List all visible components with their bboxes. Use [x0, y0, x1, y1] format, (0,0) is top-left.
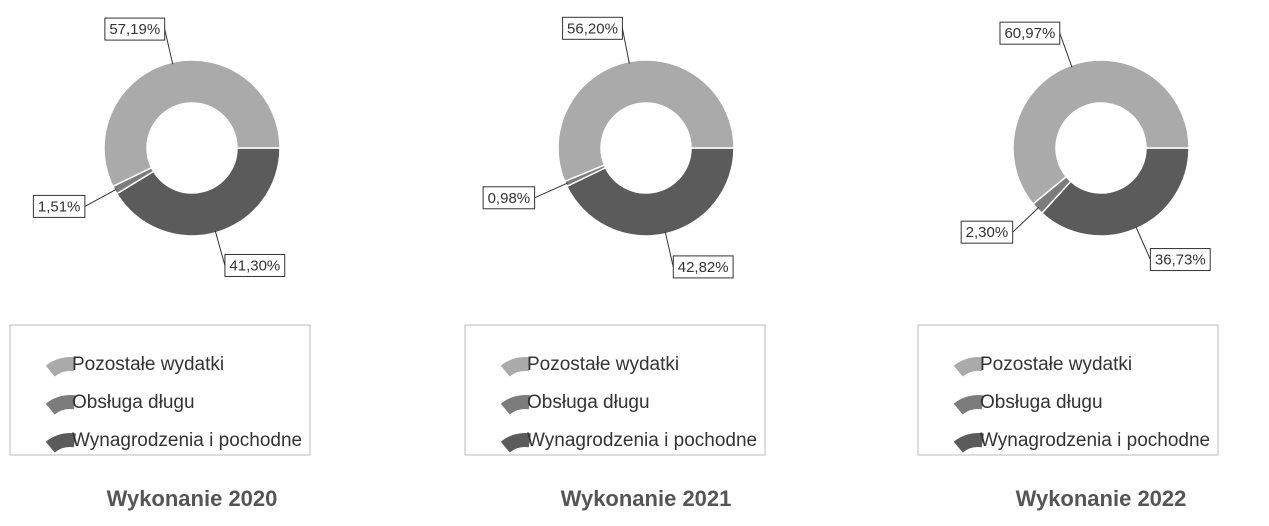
- donut-slice: [565, 147, 735, 237]
- label-box: [224, 253, 286, 277]
- value-label: 36,73%: [1155, 252, 1206, 269]
- donut-chart: 42,82% 0,98% 56,20% Pozostałe wydatki Obsług…: [464, 16, 766, 511]
- legend-box: [9, 324, 311, 456]
- leader-line: [214, 230, 226, 266]
- donut-slice: [115, 147, 281, 237]
- leader-line: [84, 188, 117, 207]
- leader-line: [664, 231, 674, 268]
- legend-icon: [45, 433, 76, 453]
- legend-icon: [953, 395, 984, 415]
- legend-icon: [953, 432, 984, 453]
- legend-label: Obsługa długu: [980, 392, 1103, 413]
- value-label: 41,30%: [229, 257, 280, 274]
- label-box: [32, 194, 86, 218]
- label-box: [960, 220, 1014, 244]
- donut-chart: 36,73% 2,30% 60,97% Pozostałe wydatki Obsług…: [917, 21, 1219, 511]
- value-label: 57,19%: [109, 21, 160, 38]
- leader-line: [1012, 206, 1040, 233]
- legend-icon: [500, 395, 531, 415]
- donut-slice: [1040, 147, 1190, 237]
- legend-label: Obsługa długu: [72, 392, 195, 413]
- label-box: [999, 21, 1061, 45]
- leader-line: [621, 28, 630, 64]
- legend-label: Wynagrodzenia i pochodne: [527, 430, 757, 451]
- leader-line: [1135, 226, 1151, 260]
- chart-title: Wykonanie 2020: [107, 486, 278, 511]
- legend-label: Obsługa długu: [527, 392, 650, 413]
- legend-icon: [45, 395, 76, 415]
- value-label: 2,30%: [966, 224, 1009, 241]
- value-label: 0,98%: [488, 190, 531, 207]
- donut-slice: [557, 59, 735, 183]
- label-box: [672, 255, 734, 279]
- legend-label: Wynagrodzenia i pochodne: [980, 430, 1210, 451]
- label-box: [104, 17, 166, 41]
- leader-line: [534, 182, 568, 199]
- legend-icon: [500, 433, 531, 453]
- legend-icon: [500, 356, 531, 377]
- label-box: [482, 186, 536, 210]
- legend-box: [917, 324, 1219, 456]
- legend-icon: [45, 356, 76, 377]
- donut-slice: [1012, 59, 1190, 206]
- legend-label: Wynagrodzenia i pochodne: [72, 430, 302, 451]
- label-box: [562, 16, 623, 40]
- value-label: 56,20%: [567, 20, 618, 37]
- label-box: [1149, 248, 1211, 272]
- value-label: 42,82%: [678, 259, 729, 276]
- donut-slice: [103, 59, 281, 188]
- chart-title: Wykonanie 2022: [1016, 486, 1187, 511]
- leader-line: [164, 28, 174, 65]
- leader-line: [1059, 33, 1073, 68]
- value-label: 60,97%: [1004, 25, 1055, 42]
- legend-icon: [953, 357, 984, 377]
- legend-box: [464, 324, 766, 456]
- donut-chart: 41,30% 1,51% 57,19% Pozostałe wydatki Obsług…: [9, 17, 311, 511]
- chart-title: Wykonanie 2021: [561, 486, 732, 511]
- legend-label: Pozostałe wydatki: [72, 354, 224, 375]
- legend-label: Pozostałe wydatki: [980, 354, 1132, 375]
- legend-label: Pozostałe wydatki: [527, 354, 679, 375]
- value-label: 1,51%: [38, 198, 81, 215]
